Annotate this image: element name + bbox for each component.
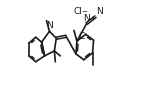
Text: −: −: [81, 9, 87, 15]
Text: N: N: [96, 7, 103, 16]
Text: +: +: [89, 16, 95, 22]
Text: C: C: [78, 32, 85, 41]
Text: N: N: [46, 21, 53, 30]
Text: Cl: Cl: [73, 7, 82, 16]
Text: N: N: [83, 14, 90, 23]
